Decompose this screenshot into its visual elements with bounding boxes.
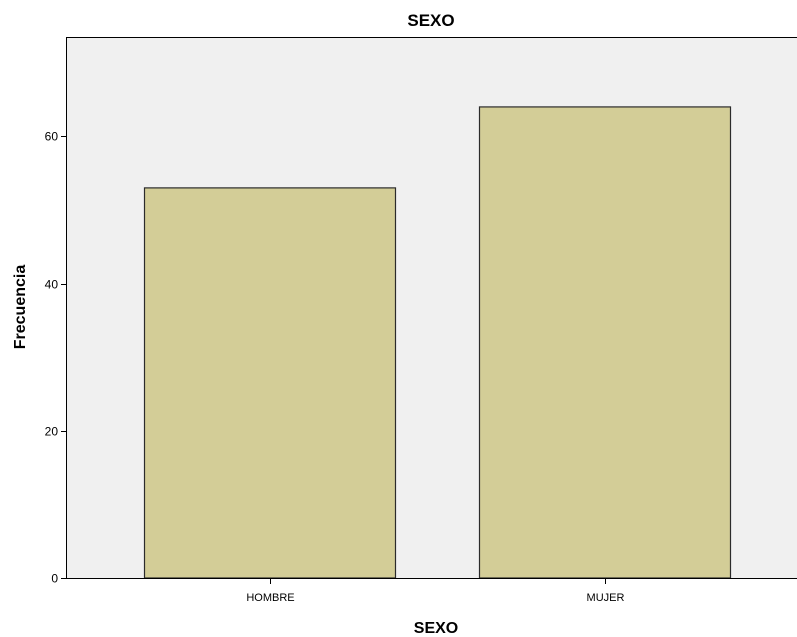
chart-title: SEXO: [407, 11, 454, 30]
x-ticks: HOMBRE MUJER: [246, 578, 624, 604]
y-tick-label-40: 40: [45, 278, 59, 292]
y-tick-label-20: 20: [45, 425, 59, 439]
bar-hombre: [143, 187, 397, 579]
y-tick-label-60: 60: [45, 130, 59, 144]
y-axis-label: Frecuencia: [12, 265, 29, 350]
x-axis-label: SEXO: [414, 620, 458, 637]
x-tick-label-mujer: MUJER: [587, 592, 625, 604]
y-tick-label-0: 0: [51, 572, 58, 586]
y-ticks: 0 20 40 60: [45, 130, 66, 586]
bars: [143, 106, 732, 579]
bar-mujer: [478, 106, 732, 579]
axes: [66, 37, 797, 579]
x-tick-label-hombre: HOMBRE: [246, 592, 294, 604]
